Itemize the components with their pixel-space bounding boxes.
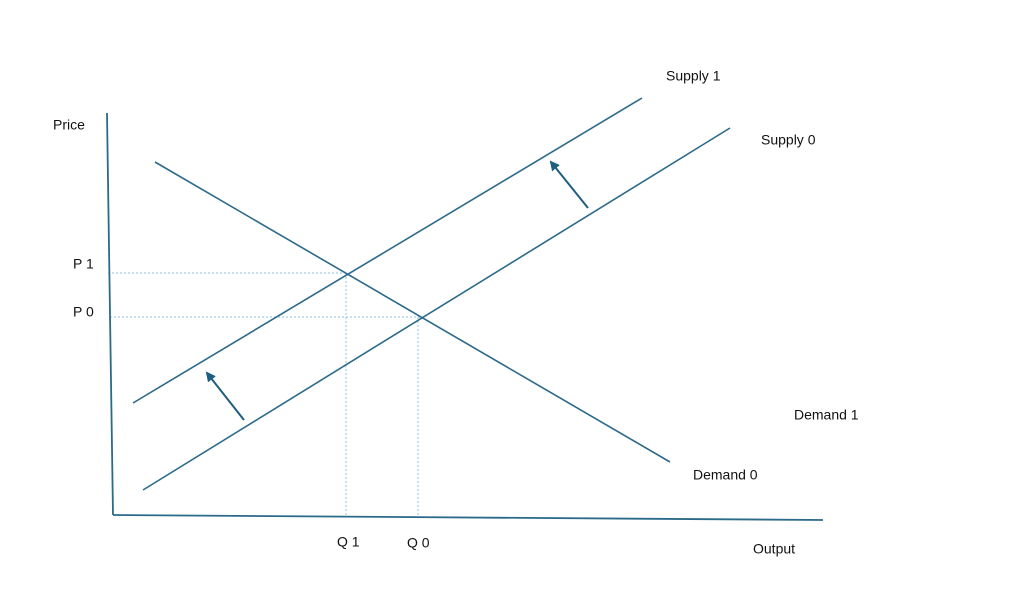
x-axis [112, 514, 824, 521]
quantity-label: Q 1 [337, 534, 360, 550]
y-axis-label: Price [53, 117, 85, 133]
price-label: P 0 [73, 304, 94, 320]
y-axis [106, 112, 114, 516]
shift-arrow [205, 371, 245, 421]
x-axis-label: Output [753, 541, 795, 557]
curve-label: Supply 1 [666, 68, 721, 84]
supply-0-line [142, 127, 731, 491]
price-label: P 1 [73, 256, 94, 272]
quantity-label: Q 0 [407, 535, 430, 551]
demand-0-line [154, 161, 671, 463]
curve-label: Demand 0 [693, 467, 758, 483]
curve-label: Supply 0 [761, 132, 816, 148]
supply-1-line [132, 97, 643, 404]
shift-arrow [549, 160, 589, 209]
curve-label: Demand 1 [794, 407, 859, 423]
